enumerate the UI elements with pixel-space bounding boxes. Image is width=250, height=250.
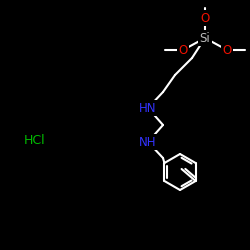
Text: O: O [178,44,188,57]
Text: O: O [200,12,209,24]
Text: NH: NH [139,136,157,148]
Text: HCl: HCl [24,134,46,146]
Text: O: O [222,44,232,57]
Text: Si: Si [200,32,210,44]
Text: HN: HN [139,102,157,114]
